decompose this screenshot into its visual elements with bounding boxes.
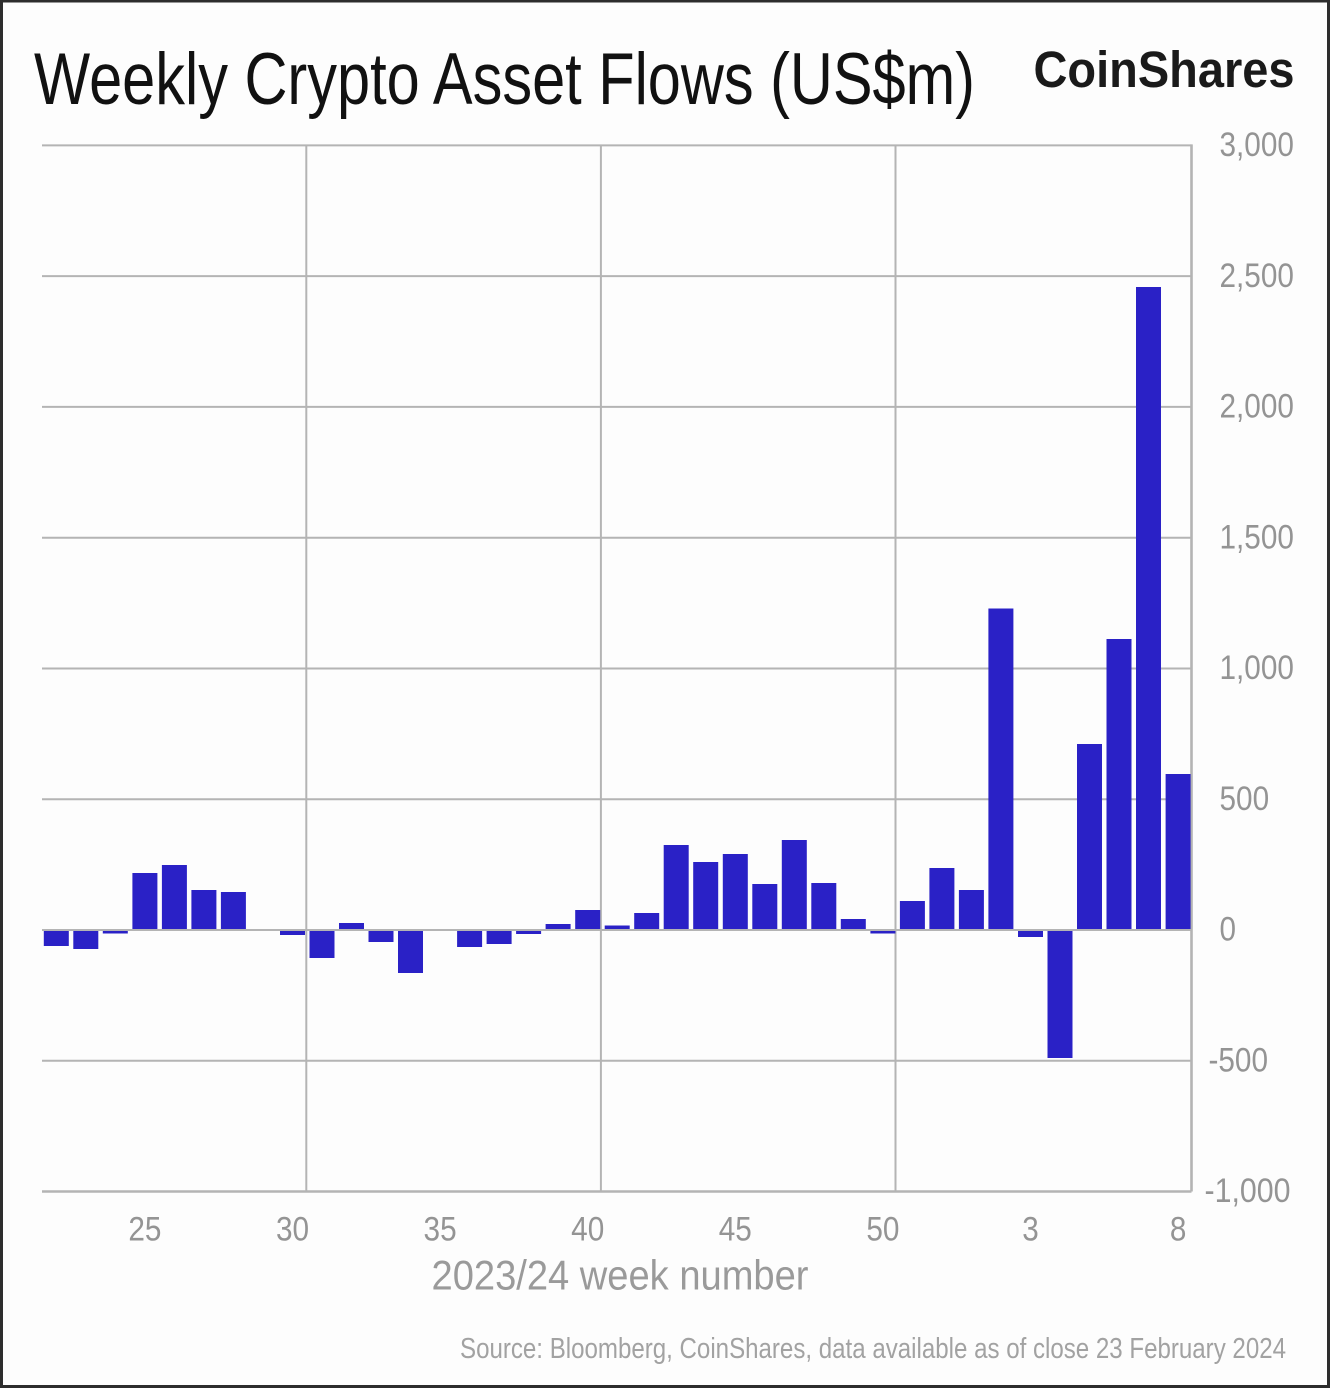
svg-text:1,000: 1,000 [1220,649,1294,687]
svg-text:2,500: 2,500 [1220,257,1294,295]
svg-text:8: 8 [1170,1211,1187,1249]
svg-text:30: 30 [276,1211,309,1249]
svg-text:45: 45 [719,1211,752,1249]
svg-text:25: 25 [128,1211,161,1249]
svg-text:35: 35 [424,1211,457,1249]
svg-text:Weekly Crypto Asset Flows (US$: Weekly Crypto Asset Flows (US$m) [34,39,975,120]
svg-text:50: 50 [866,1211,899,1249]
svg-text:2023/24 week number: 2023/24 week number [432,1252,809,1299]
svg-text:1,500: 1,500 [1220,518,1294,556]
svg-text:CoinShares: CoinShares [1034,41,1295,98]
svg-text:-500: -500 [1209,1042,1269,1080]
svg-text:500: 500 [1220,780,1270,818]
svg-text:0: 0 [1220,911,1237,949]
svg-text:3: 3 [1022,1211,1039,1249]
svg-text:3,000: 3,000 [1220,126,1294,164]
svg-text:-1,000: -1,000 [1205,1172,1291,1210]
svg-text:Source: Bloomberg, CoinShares,: Source: Bloomberg, CoinShares, data avai… [460,1333,1286,1365]
svg-text:40: 40 [571,1211,604,1249]
svg-text:2,000: 2,000 [1220,388,1294,426]
